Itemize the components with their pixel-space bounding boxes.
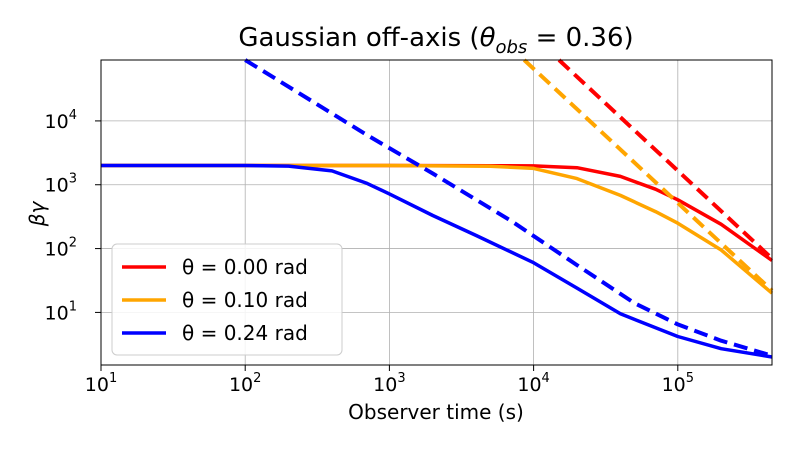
legend-box: [111, 243, 343, 356]
x-tick-label-2: 103: [373, 371, 405, 396]
asymptote-line-2: [244, 58, 773, 358]
legend: θ = 0.00 rad θ = 0.10 rad θ = 0.24 rad: [111, 243, 343, 356]
asymptote-line-0: [557, 58, 774, 260]
x-ticks: 101 102 103 104 105: [85, 365, 694, 396]
x-tick-label-0: 101: [85, 371, 117, 396]
x-tick-label-3: 104: [517, 371, 549, 396]
title-symbol: θ: [480, 23, 496, 53]
series-line-1: [101, 163, 774, 295]
legend-label-0: θ = 0.00 rad: [182, 255, 308, 279]
y-tick-label-1: 102: [45, 236, 77, 261]
asymptote-line-1: [522, 58, 774, 293]
x-axis-label: Observer time (s): [348, 400, 524, 424]
legend-label-1: θ = 0.10 rad: [182, 288, 308, 312]
chart-title: Gaussian off-axis (θobs = 0.36): [238, 23, 633, 58]
y-tick-label-2: 103: [45, 172, 77, 197]
title-suffix: = 0.36): [527, 23, 633, 53]
series-layer: [101, 58, 774, 359]
title-subscript: obs: [495, 37, 527, 58]
x-tick-label-1: 102: [229, 371, 261, 396]
plot-frame: [100, 59, 773, 366]
y-tick-label-0: 101: [45, 299, 77, 324]
x-tick-label-4: 105: [662, 371, 694, 396]
y-tick-label-3: 104: [45, 108, 77, 133]
title-prefix: Gaussian off-axis (: [238, 23, 479, 53]
y-axis-label: βγ: [25, 201, 49, 228]
y-ticks: 101 102 103 104: [45, 108, 101, 324]
legend-label-2: θ = 0.24 rad: [182, 321, 308, 345]
series-line-2: [101, 163, 773, 359]
